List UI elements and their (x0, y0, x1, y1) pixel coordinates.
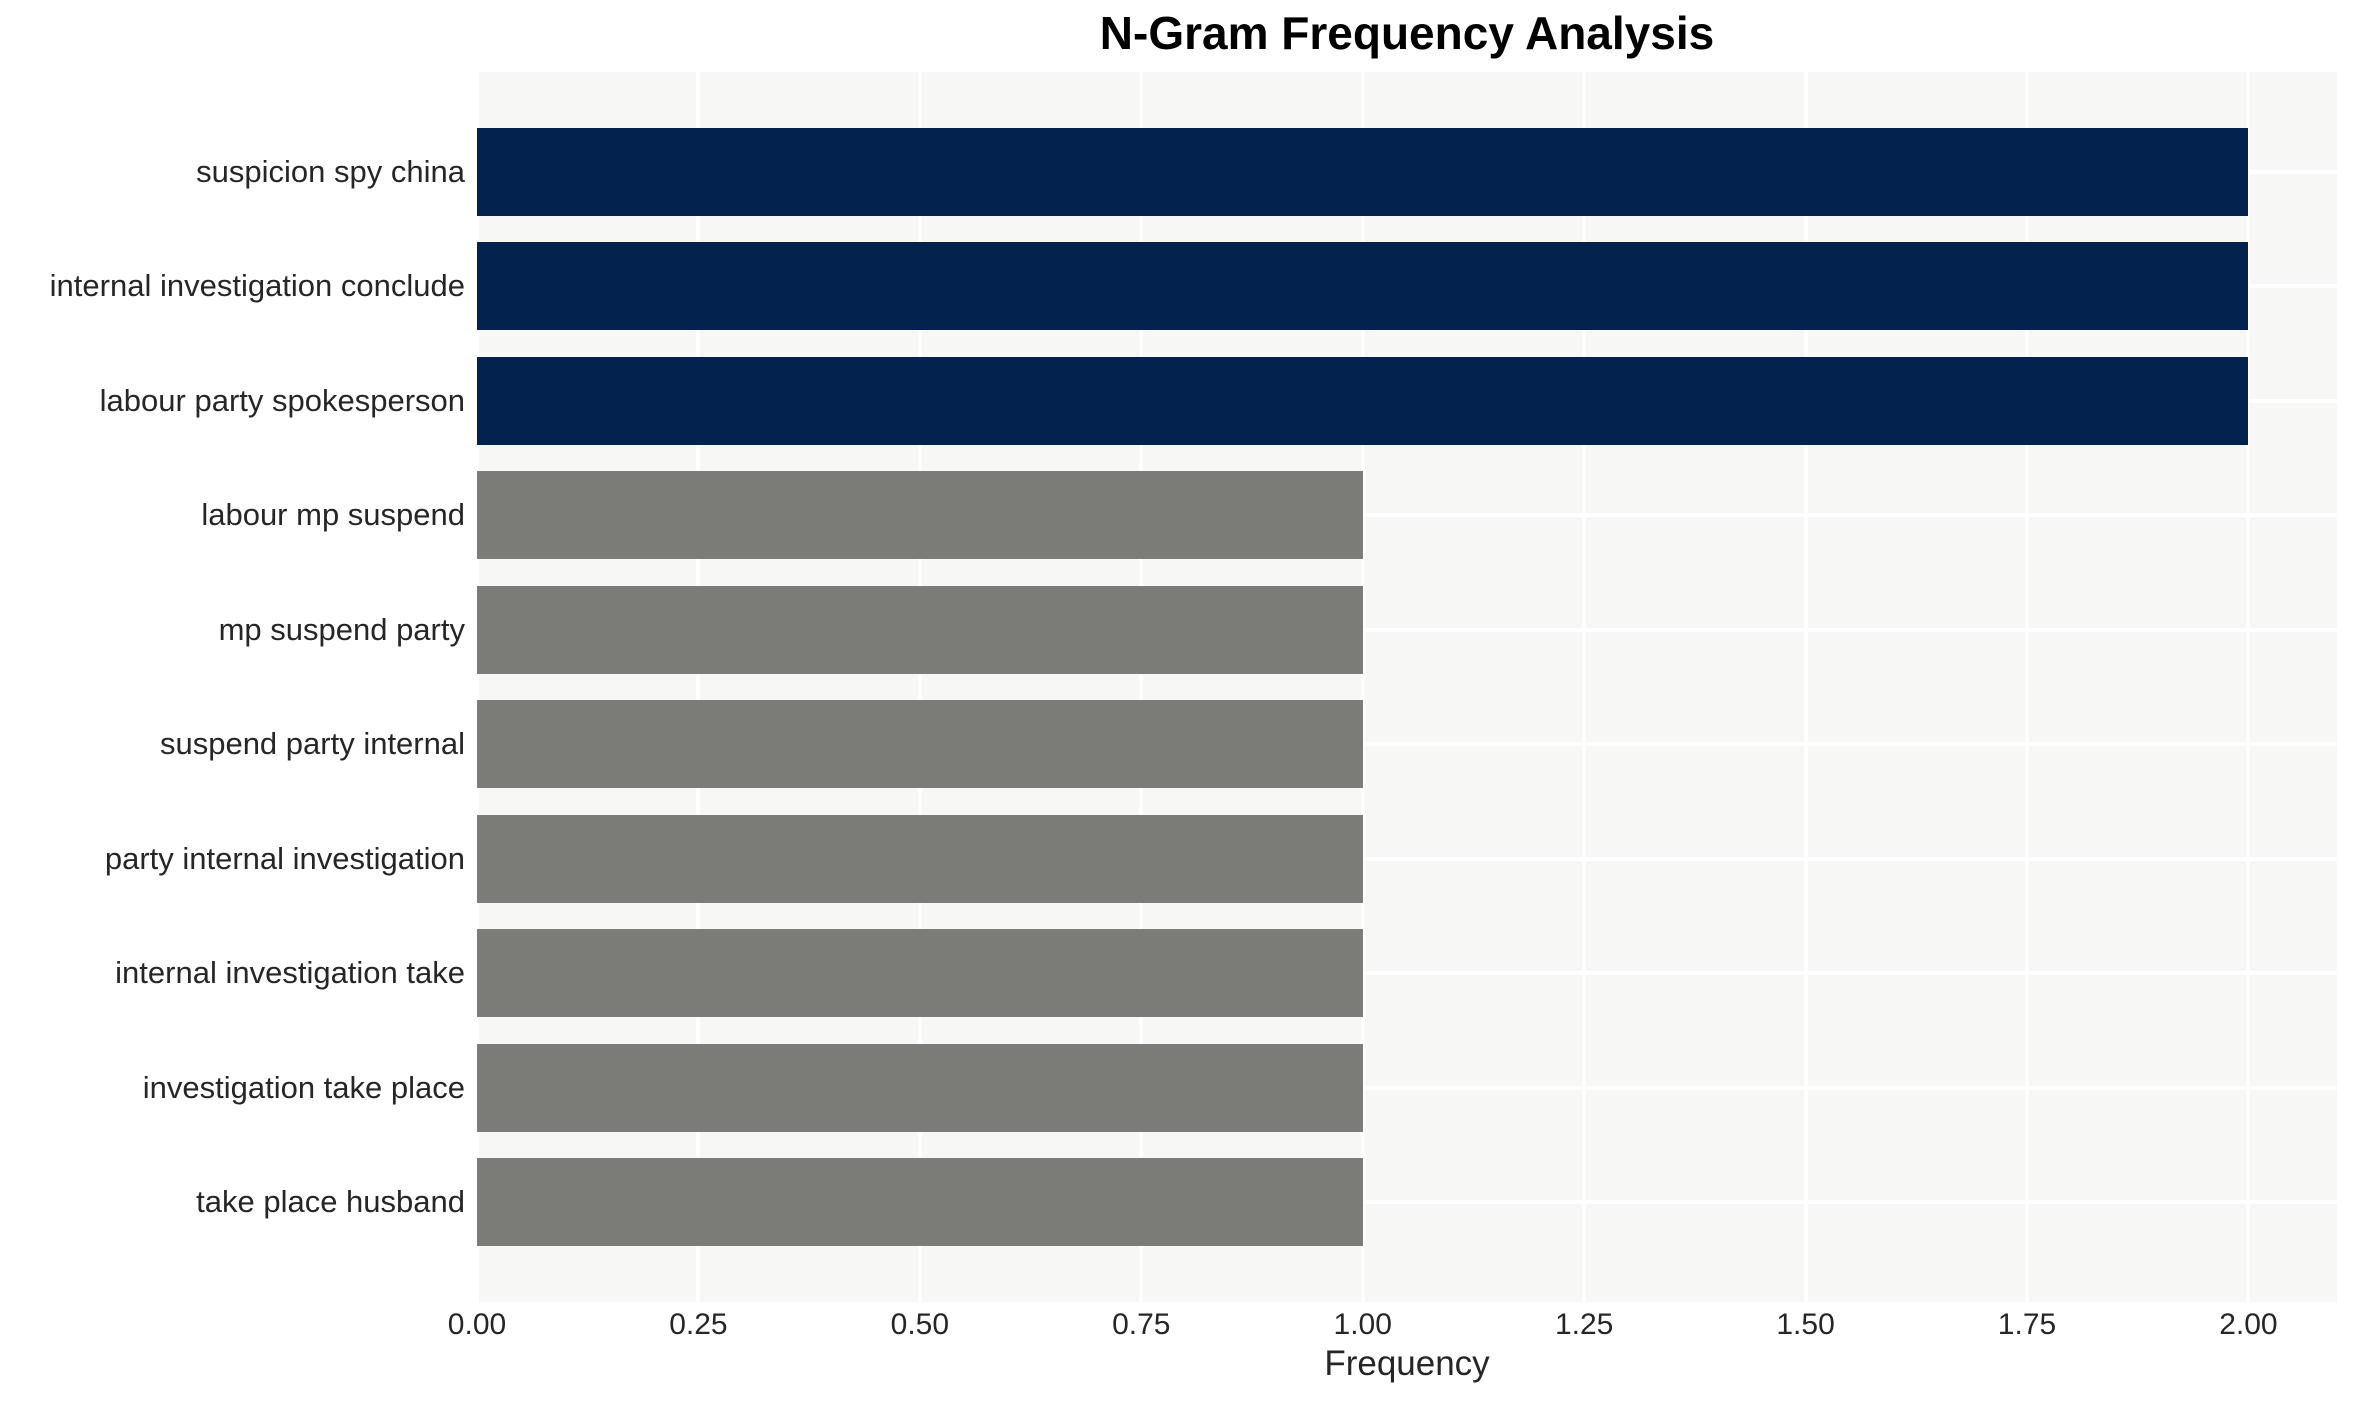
bar-labour-mp-suspend (477, 471, 1363, 559)
y-axis-label: investigation take place (142, 1069, 465, 1105)
y-axis-label: party internal investigation (104, 840, 465, 876)
x-gridline-0.75 (1139, 72, 1144, 1302)
x-gridline-0.25 (696, 72, 701, 1302)
x-gridline-2.00 (2246, 72, 2251, 1302)
x-gridline-1.50 (1803, 72, 1808, 1302)
x-tick-label: 1.25 (1554, 1308, 1614, 1341)
x-tick-label: 2.00 (2219, 1308, 2278, 1341)
x-gridline-0.00 (475, 72, 479, 1302)
y-axis-label: labour mp suspend (201, 497, 465, 532)
y-gridline (477, 971, 2337, 975)
x-gridline-0.50 (917, 72, 922, 1302)
bar-mp-suspend-party (477, 585, 1363, 674)
y-axis-label: labour party spokesperson (99, 382, 465, 418)
x-tick-label: 0.75 (1112, 1308, 1171, 1341)
bar-internal-investigation-take (477, 929, 1363, 1017)
plot-area (475, 72, 2337, 1302)
y-axis-label: take place husband (196, 1184, 465, 1219)
x-tick-label: 1.50 (1776, 1308, 1835, 1341)
x-tick-label: 0.00 (447, 1308, 507, 1341)
x-tick-label: 0.25 (669, 1308, 728, 1341)
y-axis-label: suspend party internal (159, 726, 465, 761)
x-tick-label: 1.75 (1997, 1308, 2057, 1341)
bar-party-internal-investigation (477, 814, 1363, 903)
x-gridline-1.25 (1582, 72, 1587, 1302)
y-gridline (477, 856, 2337, 861)
x-tick-label: 1.00 (1333, 1308, 1392, 1341)
x-gridline-1.00 (1360, 72, 1365, 1302)
y-gridline (477, 1200, 2337, 1204)
y-gridline (477, 627, 2337, 632)
bar-suspend-party-internal (477, 700, 1363, 788)
y-axis-label: mp suspend party (218, 611, 465, 647)
x-gridline-1.75 (2025, 72, 2029, 1302)
y-axis-label: internal investigation take (115, 955, 465, 990)
x-tick-label: 0.50 (890, 1308, 950, 1341)
bar-suspicion-spy-china (477, 127, 2249, 216)
chart-title: N-Gram Frequency Analysis (1099, 7, 1715, 59)
y-gridline (477, 742, 2337, 746)
y-axis-label: suspicion spy china (196, 153, 465, 189)
bar-take-place-husband (477, 1158, 1363, 1246)
y-gridline (477, 513, 2337, 517)
y-axis-label: internal investigation conclude (49, 268, 465, 303)
bar-internal-investigation-conclude (477, 242, 2249, 330)
y-gridline (477, 1085, 2337, 1090)
bar-labour-party-spokesperson (477, 356, 2249, 445)
bar-investigation-take-place (477, 1043, 1363, 1132)
x-axis-title: Frequency (1324, 1344, 1490, 1383)
